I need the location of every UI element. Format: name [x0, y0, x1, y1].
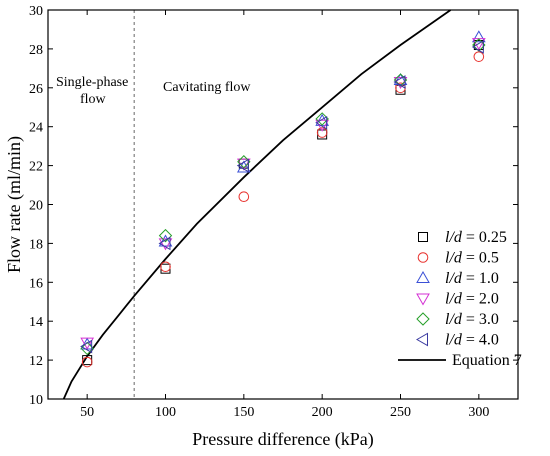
y-tick-label: 12 [29, 354, 43, 369]
data-point [236, 158, 249, 173]
legend-item: l/d = 3.0 [416, 311, 499, 328]
x-axis-title: Pressure difference (kPa) [192, 429, 374, 450]
legend-label: l/d = 2.0 [445, 291, 499, 308]
equation-curve-layer [62, 9, 452, 400]
legend-marker [415, 332, 428, 347]
legend-marker [416, 270, 430, 283]
legend-label-symbol: l/d [445, 291, 463, 308]
data-point [238, 191, 250, 203]
data-point [80, 337, 95, 350]
legend-label-symbol: l/d [445, 270, 463, 287]
y-tick-label: 18 [29, 237, 43, 252]
legend-label-symbol: l/d [445, 311, 463, 328]
legend-label-value: = 0.25 [462, 229, 507, 246]
y-tick-label: 14 [29, 315, 43, 330]
legend-label-symbol: l/d [445, 250, 463, 267]
y-tick-label: 28 [29, 43, 43, 58]
data-point [158, 238, 173, 251]
x-tick-label: 100 [155, 405, 176, 420]
x-tick-label: 150 [233, 405, 254, 420]
legend-label: l/d = 3.0 [445, 311, 499, 328]
legend-label-symbol: l/d [445, 332, 463, 349]
y-tick-label: 22 [29, 160, 43, 175]
axes: 50 100 150 200 250 300 10 12 14 16 18 20 22 24 26 28 30 [29, 4, 519, 420]
series-1-points [82, 40, 484, 366]
x-tick-label: 300 [468, 405, 489, 420]
y-tick-label: 10 [29, 393, 43, 408]
y-tick-label: 16 [29, 276, 43, 291]
y-tick-label: 30 [29, 4, 43, 19]
legend-item: l/d = 2.0 [416, 291, 499, 308]
data-point [81, 356, 93, 368]
data-point [158, 228, 173, 243]
data-point [393, 73, 408, 86]
data-point [471, 40, 484, 54]
single-phase-label-line1: Single-phase [56, 75, 128, 90]
region-annotations: Single-phase flow Cavitating flow [56, 10, 251, 399]
legend-item: Equation 7 [398, 352, 522, 369]
legend-label: l/d = 1.0 [445, 270, 499, 287]
x-tick-label: 250 [390, 405, 411, 420]
legend-label-value: = 4.0 [462, 332, 499, 349]
y-axis-title: Flow rate (ml/min) [4, 136, 25, 273]
legend-label: l/d = 4.0 [445, 332, 499, 349]
legend-label-value: = 2.0 [462, 291, 499, 308]
legend-label: Equation 7 [452, 352, 522, 369]
data-point [315, 119, 330, 132]
data-point [160, 261, 171, 273]
legend-marker [417, 252, 429, 263]
series-5-points [80, 38, 486, 356]
legend-marker [416, 293, 430, 306]
data-point [158, 236, 171, 251]
legend-item: l/d = 1.0 [416, 270, 499, 287]
data-point [473, 51, 485, 62]
x-tick-label: 200 [312, 405, 333, 420]
legend-label-value: = 3.0 [462, 311, 499, 328]
data-point [471, 30, 486, 43]
legend-label-symbol: l/d [445, 229, 463, 246]
equation-7-curve [62, 9, 452, 400]
data-markers [80, 30, 486, 368]
single-phase-label-line2: flow [80, 92, 107, 107]
series-6-points [80, 40, 484, 354]
y-tick-label: 20 [29, 199, 43, 214]
legend-label: l/d = 0.25 [445, 229, 507, 246]
data-point [80, 339, 93, 354]
legend-item: l/d = 0.25 [418, 229, 507, 246]
y-tick-label: 24 [29, 121, 43, 136]
series-2-points [81, 51, 485, 368]
legend-label: l/d = 0.5 [445, 250, 499, 267]
legend-label-value: = 0.5 [462, 250, 499, 267]
legend-marker [418, 232, 428, 242]
data-point [393, 75, 406, 89]
x-tick-label: 50 [80, 405, 94, 420]
y-tick-label: 26 [29, 82, 43, 97]
data-point [158, 234, 173, 247]
legend-item: l/d = 4.0 [415, 332, 499, 349]
cavitating-flow-label: Cavitating flow [163, 80, 251, 95]
data-point [316, 127, 328, 138]
data-point [315, 115, 328, 130]
legend-marker [416, 312, 430, 326]
legend-item: l/d = 0.5 [417, 250, 499, 267]
legend: l/d = 0.25l/d = 0.5l/d = 1.0l/d = 2.0l/d… [398, 229, 522, 369]
legend-label-value: = 1.0 [462, 270, 499, 287]
